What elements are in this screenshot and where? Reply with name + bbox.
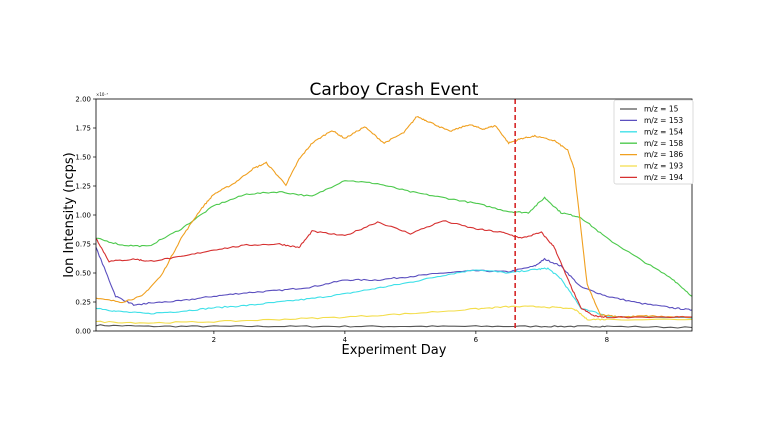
y-tick-label: 1.75 <box>75 125 91 133</box>
legend: m/z = 15 m/z = 153 m/z = 154 m/z = 158 m/z =… <box>613 99 694 185</box>
x-axis-label: Experiment Day <box>342 343 447 358</box>
y-tick-label: 0.75 <box>75 241 91 249</box>
y-axis-label: Ion Intensity (ncps) <box>62 152 77 277</box>
y-tick-label: 0.00 <box>75 328 91 336</box>
legend-label: m/z = 186 <box>644 150 683 159</box>
legend-label: m/z = 158 <box>644 139 683 148</box>
legend-items: m/z = 15 m/z = 153 m/z = 154 m/z = 158 m/z =… <box>620 105 683 182</box>
plot-area: 2 4 6 8 0.00 0.25 0.50 0.75 1.00 1.25 1.50 1.75 2.0… <box>75 96 693 344</box>
legend-label: m/z = 153 <box>644 116 683 125</box>
series-line-4 <box>95 115 693 319</box>
y-tick-label: 1.00 <box>75 212 91 220</box>
y-tick-label: 0.50 <box>75 270 91 278</box>
series-line-6 <box>95 220 693 319</box>
y-tick-label: 1.25 <box>75 183 91 191</box>
legend-label: m/z = 193 <box>644 162 683 171</box>
x-tick-label: 6 <box>474 336 479 344</box>
x-ticks: 2 4 6 8 <box>212 331 609 344</box>
x-tick-label: 8 <box>605 336 609 344</box>
legend-label: m/z = 15 <box>644 105 679 114</box>
legend-label: m/z = 154 <box>644 127 683 136</box>
series-line-1 <box>95 247 693 311</box>
y-tick-label: 2.00 <box>75 96 91 104</box>
series-layer <box>95 115 693 329</box>
plot-frame <box>95 98 693 332</box>
y-tick-label: 1.50 <box>75 154 91 162</box>
series-line-2 <box>95 267 693 319</box>
chart-title: Carboy Crash Event <box>310 80 479 100</box>
series-line-0 <box>95 324 693 329</box>
y-tick-label: 0.25 <box>75 299 91 307</box>
x-tick-label: 4 <box>343 336 348 344</box>
series-line-3 <box>96 180 693 297</box>
legend-label: m/z = 194 <box>644 173 683 182</box>
y-ticks: 0.00 0.25 0.50 0.75 1.00 1.25 1.50 1.75 2.00 <box>75 96 96 336</box>
x-tick-label: 2 <box>212 336 216 344</box>
series-line-5 <box>95 305 693 324</box>
y-exponent-label: ×10⁻⁷ <box>96 92 109 97</box>
